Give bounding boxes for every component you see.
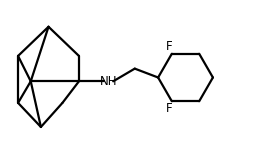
Text: F: F	[166, 102, 172, 115]
Text: F: F	[166, 40, 172, 53]
Text: NH: NH	[99, 75, 117, 88]
